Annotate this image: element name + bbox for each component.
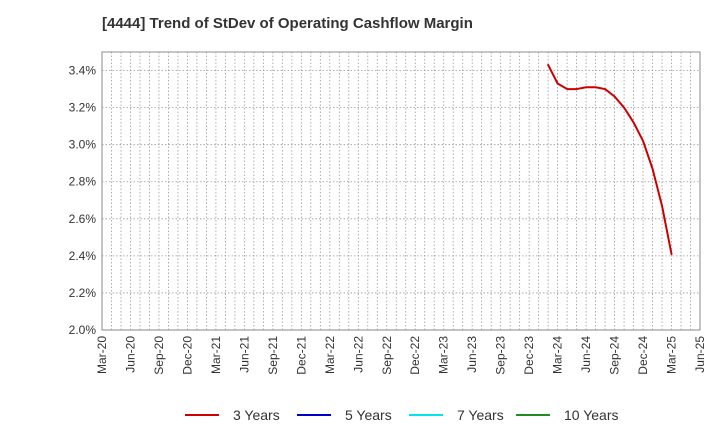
x-tick-label: Dec-24 bbox=[636, 336, 650, 375]
x-tick-label: Sep-22 bbox=[380, 336, 394, 375]
legend-label-7-years: 7 Years bbox=[457, 407, 504, 423]
x-tick-label: Sep-21 bbox=[266, 336, 280, 375]
x-tick-label: Dec-21 bbox=[294, 336, 308, 375]
x-tick-label: Mar-20 bbox=[95, 336, 109, 374]
y-tick-label: 3.4% bbox=[69, 64, 97, 78]
x-tick-label: Jun-25 bbox=[693, 336, 707, 373]
x-tick-label: Mar-22 bbox=[323, 336, 337, 374]
x-tick-label: Mar-24 bbox=[551, 336, 565, 374]
legend-label-3-years: 3 Years bbox=[233, 407, 280, 423]
legend-item-5-years: 5 Years bbox=[297, 405, 392, 425]
y-tick-label: 3.0% bbox=[69, 138, 97, 152]
x-tick-label: Jun-21 bbox=[237, 336, 251, 373]
y-tick-label: 2.6% bbox=[69, 212, 97, 226]
chart-legend: 3 Years 5 Years 7 Years 10 Years bbox=[0, 405, 720, 425]
x-tick-label: Jun-20 bbox=[123, 336, 137, 373]
x-tick-label: Sep-20 bbox=[152, 336, 166, 375]
x-tick-label: Jun-23 bbox=[465, 336, 479, 373]
legend-swatch-5-years bbox=[297, 414, 331, 416]
chart-title: [4444] Trend of StDev of Operating Cashf… bbox=[102, 15, 473, 32]
y-tick-label: 2.8% bbox=[69, 175, 97, 189]
y-tick-label: 3.2% bbox=[69, 101, 97, 115]
legend-item-7-years: 7 Years bbox=[409, 405, 504, 425]
y-tick-label: 2.2% bbox=[69, 286, 97, 300]
series-line-3-years bbox=[547, 63, 673, 256]
x-tick-label: Mar-21 bbox=[209, 336, 223, 374]
x-tick-label: Dec-22 bbox=[408, 336, 422, 375]
x-tick-label: Dec-20 bbox=[180, 336, 194, 375]
legend-item-10-years: 10 Years bbox=[516, 405, 619, 425]
legend-label-5-years: 5 Years bbox=[345, 407, 392, 423]
x-tick-label: Sep-23 bbox=[494, 336, 508, 375]
y-tick-label: 2.4% bbox=[69, 249, 97, 263]
x-tick-label: Mar-25 bbox=[665, 336, 679, 374]
legend-swatch-7-years bbox=[409, 414, 443, 416]
x-tick-label: Mar-23 bbox=[437, 336, 451, 374]
y-tick-label: 2.0% bbox=[69, 323, 97, 337]
x-tick-label: Jun-24 bbox=[579, 336, 593, 373]
legend-swatch-3-years bbox=[185, 414, 219, 416]
plot-area bbox=[101, 51, 701, 331]
x-tick-label: Jun-22 bbox=[351, 336, 365, 373]
x-tick-label: Dec-23 bbox=[522, 336, 536, 375]
legend-item-3-years: 3 Years bbox=[185, 405, 280, 425]
x-tick-label: Sep-24 bbox=[608, 336, 622, 375]
legend-swatch-10-years bbox=[516, 414, 550, 416]
legend-label-10-years: 10 Years bbox=[564, 407, 619, 423]
